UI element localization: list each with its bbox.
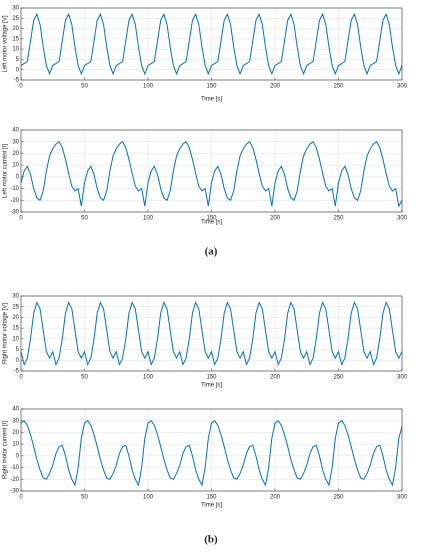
x-tick-label: 300 xyxy=(397,495,408,501)
x-axis-label: Time [s] xyxy=(201,220,222,226)
x-tick-label: 0 xyxy=(19,375,23,381)
y-tick-label: 0 xyxy=(16,358,20,364)
y-tick-label: -10 xyxy=(10,186,19,192)
y-tick-label: -10 xyxy=(10,465,19,471)
y-tick-label: 15 xyxy=(12,326,19,332)
x-tick-label: 100 xyxy=(143,216,154,222)
x-tick-label: 250 xyxy=(333,375,344,381)
x-tick-label: 200 xyxy=(270,375,281,381)
x-tick-label: 50 xyxy=(81,84,88,90)
axes-box xyxy=(20,408,403,492)
x-tick-label: 150 xyxy=(206,84,217,90)
y-tick-label: 30 xyxy=(12,294,19,300)
axes-box xyxy=(20,7,403,81)
x-tick-label: 300 xyxy=(397,375,408,381)
y-tick-label: 10 xyxy=(12,163,19,169)
y-axis-label: Left motor current [I] xyxy=(3,144,9,198)
y-tick-label: 25 xyxy=(12,304,19,310)
x-axis-label: Time [s] xyxy=(201,383,222,389)
data-line xyxy=(20,12,403,76)
y-tick-label: 10 xyxy=(12,336,19,342)
x-tick-label: 100 xyxy=(143,84,154,90)
y-tick-label: -20 xyxy=(10,198,19,204)
y-tick-label: 20 xyxy=(12,430,19,436)
data-line xyxy=(20,419,403,487)
y-tick-label: 15 xyxy=(12,36,19,42)
data-line xyxy=(20,301,403,367)
x-tick-label: 0 xyxy=(19,84,23,90)
y-tick-label: 30 xyxy=(12,418,19,424)
x-tick-label: 200 xyxy=(270,216,281,222)
y-tick-label: 40 xyxy=(12,407,19,413)
y-tick-label: 0 xyxy=(16,174,20,180)
y-tick-label: 25 xyxy=(12,16,19,22)
y-tick-label: 5 xyxy=(16,347,20,353)
y-tick-label: -5 xyxy=(14,369,20,375)
x-tick-label: 100 xyxy=(143,495,154,501)
x-tick-label: 200 xyxy=(270,84,281,90)
caption: (b) xyxy=(204,534,218,546)
x-tick-label: 250 xyxy=(333,495,344,501)
x-tick-label: 300 xyxy=(397,84,408,90)
axes-box xyxy=(20,295,403,372)
y-tick-label: -20 xyxy=(10,477,19,483)
y-tick-label: 20 xyxy=(12,315,19,321)
axes-box xyxy=(20,129,403,213)
x-tick-label: 250 xyxy=(333,84,344,90)
x-axis-label: Time [s] xyxy=(201,97,222,103)
y-axis-label: Right motor voltage [V] xyxy=(3,303,9,364)
x-tick-label: 100 xyxy=(143,375,154,381)
data-line xyxy=(20,140,403,208)
x-tick-label: 150 xyxy=(206,216,217,222)
y-tick-label: -30 xyxy=(10,489,19,495)
chart: 0 50 100 150 200 250 300 -30 -20 -10 0 10 20 30 40 Time… xyxy=(3,128,408,226)
y-tick-label: -30 xyxy=(10,210,19,216)
x-tick-label: 50 xyxy=(81,216,88,222)
x-tick-label: 50 xyxy=(81,375,88,381)
y-tick-label: 10 xyxy=(12,47,19,53)
y-tick-label: -5 xyxy=(14,78,20,84)
caption: (a) xyxy=(205,246,218,258)
x-tick-label: 0 xyxy=(19,216,23,222)
y-tick-label: 30 xyxy=(12,139,19,145)
x-tick-label: 300 xyxy=(397,216,408,222)
x-tick-label: 250 xyxy=(333,216,344,222)
y-tick-label: 0 xyxy=(16,67,20,73)
x-tick-label: 150 xyxy=(206,495,217,501)
x-tick-label: 50 xyxy=(81,495,88,501)
y-tick-label: 5 xyxy=(16,57,20,63)
x-tick-label: 200 xyxy=(270,495,281,501)
chart: 0 50 100 150 200 250 300 -30 -20 -10 0 10 20 30 40 Time… xyxy=(3,407,408,509)
x-tick-label: 150 xyxy=(206,375,217,381)
x-axis-label: Time [s] xyxy=(201,503,222,509)
y-axis-label: Right motor current [I] xyxy=(3,421,9,479)
y-tick-label: 40 xyxy=(12,128,19,134)
y-axis-label: Left motor voltage [V] xyxy=(3,15,9,72)
y-tick-label: 20 xyxy=(12,151,19,157)
y-tick-label: 10 xyxy=(12,442,19,448)
y-tick-label: 0 xyxy=(16,453,20,459)
x-tick-label: 0 xyxy=(19,495,23,501)
y-tick-label: 20 xyxy=(12,26,19,32)
y-tick-label: 30 xyxy=(12,6,19,12)
